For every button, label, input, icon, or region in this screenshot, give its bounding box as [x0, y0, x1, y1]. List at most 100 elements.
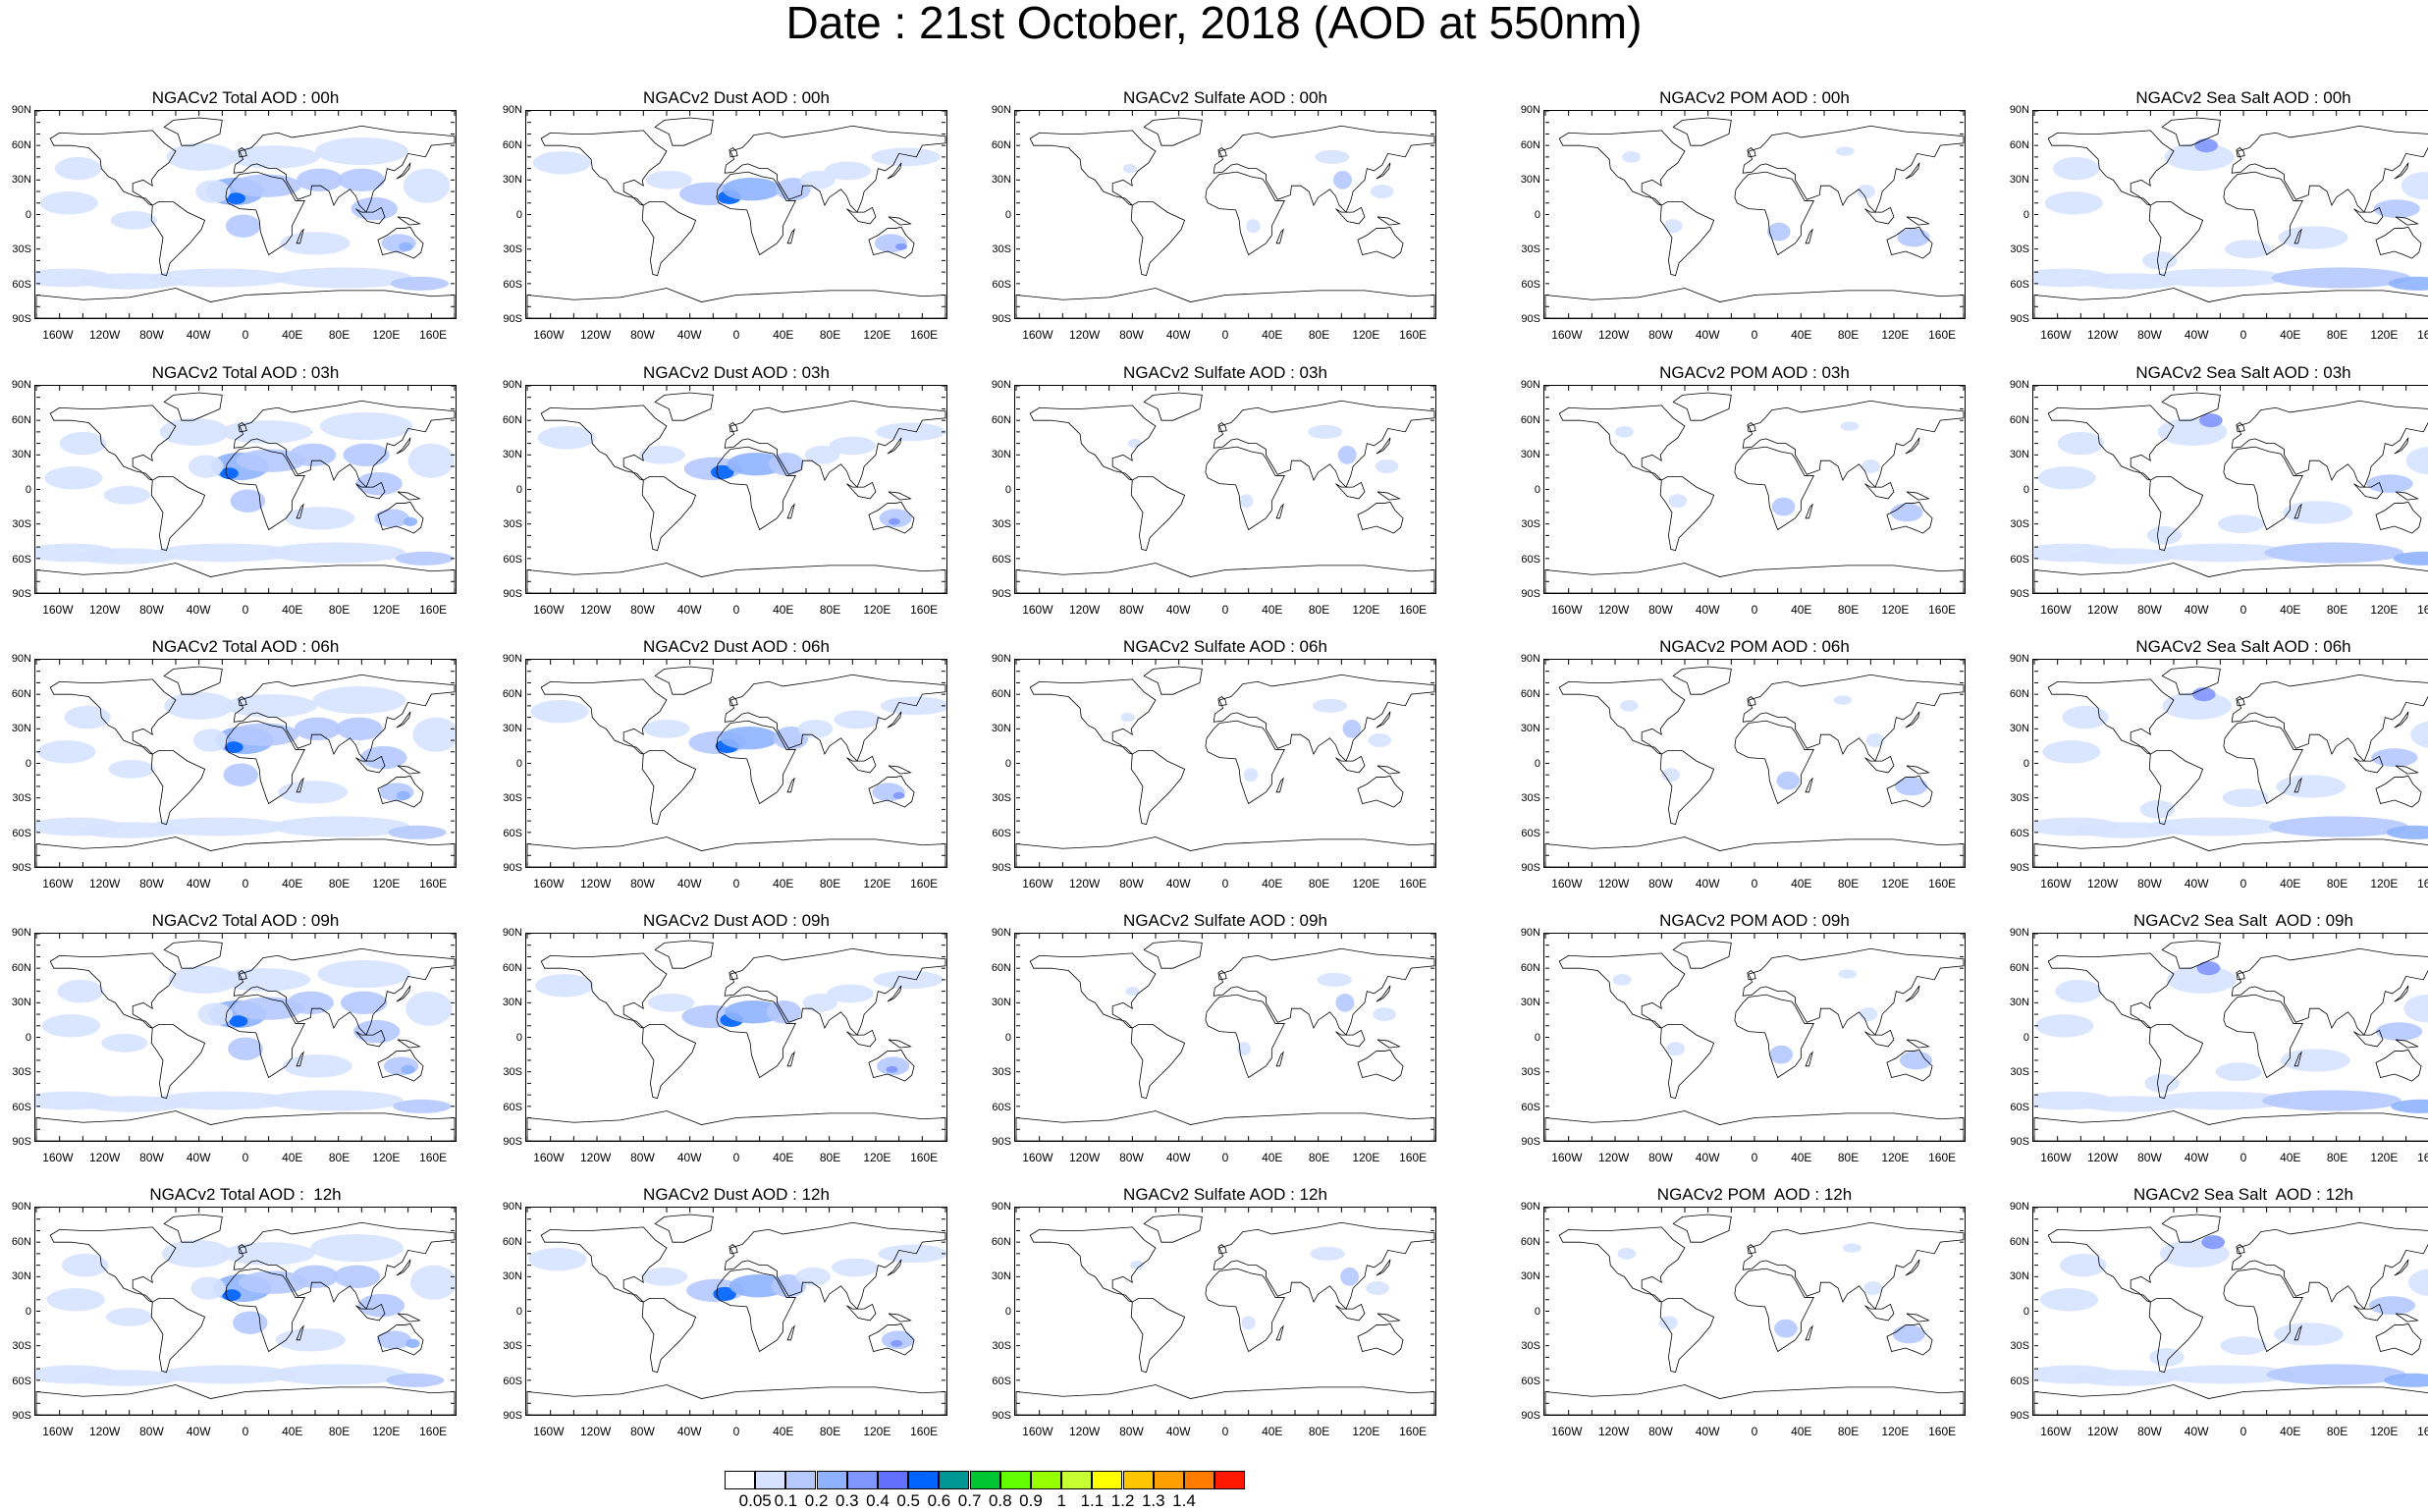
aod-field-patch [190, 1276, 226, 1300]
aod-map [2032, 933, 2428, 1142]
coastline [724, 1221, 946, 1310]
lat-tick-label: 90S [1521, 1410, 1540, 1422]
colorbar-swatch [1153, 1471, 1184, 1489]
aod-field-patch [795, 1267, 831, 1286]
lat-tick-label: 30N [11, 997, 31, 1008]
lon-tick-label: 40W [1695, 328, 1720, 342]
lon-tick-label: 0 [2239, 328, 2247, 342]
lon-tick-label: 120W [1068, 1151, 1101, 1164]
coastline [1805, 1324, 1813, 1341]
aod-field-patch [722, 177, 781, 201]
coastline [728, 422, 738, 433]
lat-tick-label: 30N [2009, 1270, 2029, 1282]
aod-field-patch [192, 729, 229, 752]
lon-tick-label: 120E [372, 877, 401, 891]
lat-tick-label: 60S [2010, 1375, 2029, 1387]
map-panel: NGACv2 Total AOD : 12h 90N 60N 30N 0 30S 60S 90… [0, 1186, 461, 1451]
colorbar-label: 0.5 [896, 1491, 920, 1510]
map-panel: NGACv2 Sea Salt AOD : 03h 90N 60N 30N 0 30S 60… [1998, 364, 2428, 629]
coastline [1143, 392, 1203, 421]
lon-tick-label: 160W [1022, 1425, 1053, 1438]
coastline [1130, 1298, 1186, 1374]
aod-field-patch [1840, 421, 1860, 431]
coastline [1659, 750, 1715, 826]
lon-tick-label: 40W [2184, 603, 2209, 617]
aod-field-patch [72, 548, 178, 565]
map-panel: NGACv2 Sulfate AOD : 09h 90N 60N 30N 0 30S 60S… [980, 912, 1441, 1177]
lat-tick-label: 90S [1521, 588, 1540, 600]
lon-tick-label: 80W [630, 1425, 655, 1438]
aod-field-patch [1897, 228, 1930, 247]
lon-tick-label: 160E [910, 877, 939, 891]
coastline [2148, 201, 2204, 277]
lon-tick-label: 120E [2370, 1425, 2399, 1438]
coastline [2033, 563, 2428, 593]
colorbar-swatch [1031, 1471, 1061, 1489]
lon-tick-label: 80E [1308, 328, 1330, 342]
coastline [1130, 476, 1186, 552]
aod-field-patch [230, 489, 266, 513]
lat-tick-label: 30N [11, 1270, 31, 1282]
aod-field-patch [2052, 156, 2100, 181]
coastline [225, 720, 305, 805]
aod-map [1014, 659, 1436, 868]
lon-tick-label: 120E [372, 603, 401, 617]
lon-tick-label: 160W [42, 328, 74, 342]
lat-tick-label: 30N [2009, 449, 2029, 460]
lon-tick-label: 120W [1597, 877, 1630, 891]
lon-tick-label: 0 [242, 328, 249, 342]
coastline [1335, 1303, 1366, 1322]
coastline [1747, 422, 1756, 433]
lat-tick-label: 30N [991, 174, 1011, 186]
colorbar-label: 0.9 [1019, 1491, 1043, 1510]
lat-tick-label: 0 [2023, 483, 2029, 496]
aod-field-patch [535, 974, 594, 998]
lon-tick-label: 80W [1119, 328, 1144, 342]
lat-tick-label: 30S [992, 1340, 1011, 1352]
lon-tick-label: 80W [630, 877, 655, 891]
aod-field-patch [643, 719, 690, 738]
lat-tick-label: 60N [991, 961, 1011, 974]
coastline [2293, 1051, 2302, 1067]
lat-tick-label: 30N [2009, 997, 2029, 1008]
lat-tick-label: 30S [2010, 1066, 2029, 1078]
lat-tick-label: 0 [2023, 208, 2029, 221]
lon-tick-label: 40W [676, 603, 702, 617]
aod-field-patch [1370, 185, 1394, 199]
lon-tick-label: 120W [1068, 603, 1101, 617]
coastline [150, 750, 206, 826]
coastline [716, 994, 796, 1079]
lon-tick-label: 0 [1221, 328, 1229, 342]
lat-tick-label: 0 [1004, 483, 1011, 496]
lon-tick-label: 160W [2040, 1425, 2072, 1438]
coastline [2047, 130, 2175, 206]
lon-tick-label: 160E [2417, 603, 2428, 617]
coastline [728, 147, 738, 158]
lat-tick-label: 90S [2010, 862, 2029, 874]
coastline [540, 1226, 668, 1303]
coastline [1376, 765, 1401, 775]
lon-tick-label: 120W [579, 603, 612, 617]
panel-title: NGACv2 Dust AOD : 09h [643, 911, 830, 930]
aod-field-patch [2073, 1370, 2178, 1386]
coastline [225, 994, 305, 1079]
aod-field-patch [895, 243, 907, 250]
lon-tick-label: 160E [1928, 1425, 1957, 1438]
lon-tick-label: 80W [630, 1151, 655, 1164]
aod-field-patch [271, 816, 411, 837]
lat-tick-label: 90N [11, 104, 31, 116]
coastline [1659, 1024, 1715, 1100]
coastline [396, 711, 411, 729]
lon-tick-label: 160W [1022, 328, 1053, 342]
aod-field-patch [227, 192, 245, 204]
aod-field-patch [2191, 687, 2216, 702]
coastline [1335, 206, 1366, 225]
aod-field-patch [154, 543, 295, 563]
lon-tick-label: 40W [1695, 603, 1720, 617]
lon-tick-label: 80W [139, 328, 164, 342]
lon-tick-label: 40W [1695, 877, 1720, 891]
aod-field-patch [37, 740, 96, 764]
lon-tick-label: 0 [2239, 1425, 2247, 1438]
coastline [1213, 125, 1435, 213]
lat-tick-label: 60S [992, 1101, 1011, 1113]
